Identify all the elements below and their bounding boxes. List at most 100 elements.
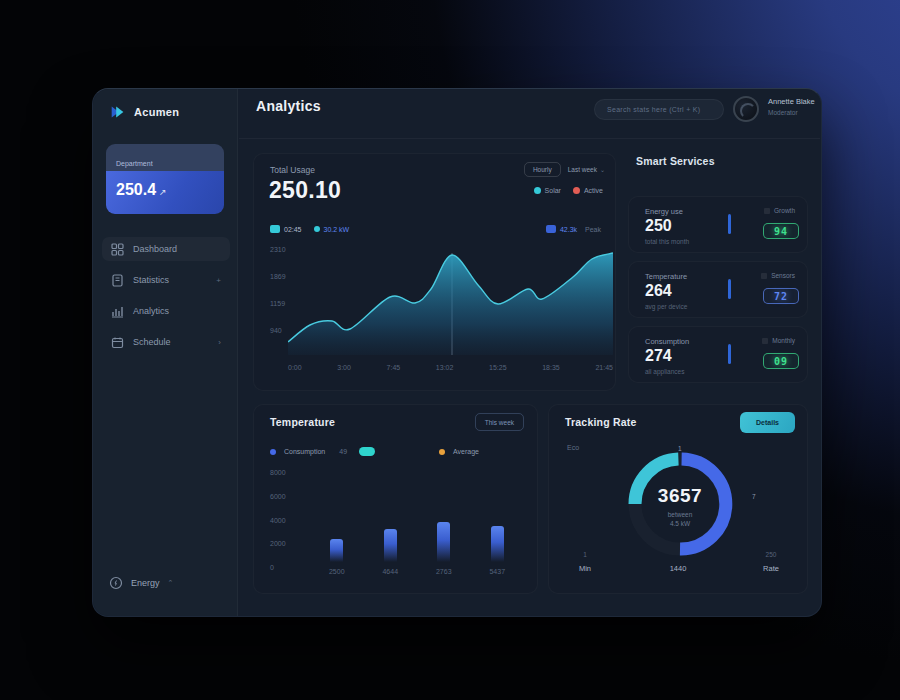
tick-bar — [728, 214, 731, 234]
gauge-tick-right: 7 — [752, 493, 756, 500]
temperature-chart-card: Temperature This week Consumption 49 Ave… — [253, 404, 538, 594]
usage-value: 250.10 — [269, 177, 341, 204]
sidebar-metric-value: 250.4 — [116, 181, 156, 199]
usage-chips-left: 02:45 30.2 kW — [270, 225, 349, 233]
bar-chart — [310, 475, 524, 562]
sidebar-metric-label: Department — [116, 160, 153, 167]
sidebar-item-statistics[interactable]: Statistics + — [102, 268, 230, 292]
avatar[interactable] — [733, 96, 759, 122]
sidebar-item-analytics[interactable]: Analytics — [102, 299, 230, 323]
page-title: Analytics — [256, 98, 321, 114]
sidebar-item-dashboard[interactable]: Dashboard — [102, 237, 230, 261]
tick-bar — [728, 279, 731, 299]
shield-icon — [109, 576, 123, 590]
tracking-title: Tracking Rate — [565, 416, 636, 428]
bar — [330, 539, 343, 562]
usage-legend: Solar Active — [534, 187, 603, 194]
tick-bar — [728, 344, 731, 364]
sidebar-item-label: Analytics — [133, 306, 169, 316]
sidebar-metric-card[interactable]: Department 250.4 ↗ — [106, 144, 224, 214]
chart-icon — [111, 305, 124, 318]
legend-item-active: Active — [573, 187, 603, 194]
bar — [491, 526, 504, 562]
usage-title: Total Usage — [270, 165, 315, 175]
usage-x-axis: 0:00 3:00 7:45 13:02 15:25 18:35 21:45 — [288, 364, 613, 371]
tracking-stat-mid: 1440 — [660, 551, 696, 573]
stat-tag: Monthly — [762, 337, 795, 344]
stat-tag: Growth — [764, 207, 795, 214]
tracking-stat-min: 1 Min — [567, 551, 603, 573]
chip-time[interactable]: 02:45 — [270, 225, 302, 233]
sidebar-item-label: Dashboard — [133, 244, 177, 254]
chevron-right-icon: › — [218, 338, 221, 347]
dashboard-panel: Acumen Department 250.4 ↗ Dashboard Stat… — [92, 88, 822, 617]
logo-icon — [109, 103, 127, 121]
tag-icon — [762, 338, 768, 344]
legend-dot — [270, 449, 276, 455]
tag-icon — [764, 208, 770, 214]
tracking-card: Tracking Rate Details Eco 1 7 3657 betwe… — [548, 404, 808, 594]
stat-badge: 72 — [763, 288, 799, 304]
user-info: Annette Blake Moderator — [768, 97, 815, 116]
stats-section-title: Smart Services — [636, 155, 715, 167]
chevron-icon: + — [216, 276, 221, 285]
user-name: Annette Blake — [768, 97, 815, 106]
stat-tag: Sensors — [761, 272, 795, 279]
donut-value: 3657 — [620, 485, 740, 507]
chip-power[interactable]: 30.2 kW — [314, 225, 350, 233]
bar — [384, 529, 397, 562]
bar — [437, 522, 450, 562]
toggle-switch[interactable] — [359, 447, 375, 456]
legend-dot — [439, 449, 445, 455]
chip-peak-value: 42.3k — [546, 225, 577, 233]
usage-chart-card: Total Usage 250.10 Hourly Last week ⌄ So… — [253, 153, 616, 391]
temperature-y-axis: 8000 6000 4000 2000 0 — [270, 469, 286, 571]
range-pill[interactable]: Hourly — [524, 162, 561, 177]
donut-center: 3657 between 4.5 kW — [620, 485, 740, 527]
legend-dot — [534, 187, 541, 194]
range-label: Last week — [568, 166, 597, 173]
logo: Acumen — [109, 103, 179, 121]
sidebar-item-label: Schedule — [133, 337, 171, 347]
range-select[interactable]: Last week ⌄ — [568, 166, 605, 173]
header-divider — [239, 138, 820, 139]
chip-dot — [314, 226, 320, 232]
area-chart — [288, 247, 613, 355]
chevron-up-icon: ⌃ — [168, 579, 174, 587]
chevron-down-icon: ⌄ — [600, 166, 605, 173]
legend-item-solar: Solar — [534, 187, 561, 194]
sidebar: Acumen Department 250.4 ↗ Dashboard Stat… — [93, 89, 238, 616]
stat-card-temperature[interactable]: Temperature 264 avg per device Sensors 7… — [628, 261, 808, 318]
doc-icon — [111, 274, 124, 287]
tag-icon — [761, 273, 767, 279]
tracking-stats: 1 Min 1440 250 Rate — [567, 551, 789, 573]
sidebar-item-label: Statistics — [133, 275, 169, 285]
legend-dot — [573, 187, 580, 194]
usage-chips-right: 42.3k Peak — [546, 225, 601, 233]
sidebar-item-label: Energy — [131, 578, 160, 588]
grid-icon — [111, 243, 124, 256]
sidebar-item-schedule[interactable]: Schedule › — [102, 330, 230, 354]
sidebar-item-energy[interactable]: Energy ⌃ — [109, 576, 173, 590]
stat-badge: 09 — [763, 353, 799, 369]
calendar-icon — [111, 336, 124, 349]
chip-label: Peak — [585, 226, 601, 233]
stat-badge: 94 — [763, 223, 799, 239]
trend-up-icon: ↗ — [159, 187, 167, 197]
tracking-stat-rate: 250 Rate — [753, 551, 789, 573]
chip-icon — [546, 225, 556, 233]
temperature-x-axis: 2500 4644 2763 5437 — [310, 568, 524, 575]
user-role: Moderator — [768, 109, 815, 116]
chip-icon — [270, 225, 280, 233]
week-filter-button[interactable]: This week — [475, 413, 524, 431]
stat-card-consumption[interactable]: Consumption 274 all appliances Monthly 0… — [628, 326, 808, 383]
search-placeholder: Search stats here (Ctrl + K) — [607, 106, 700, 113]
eco-label: Eco — [567, 444, 579, 451]
details-button[interactable]: Details — [740, 412, 795, 433]
stat-card-energy[interactable]: Energy use 250 total this month Growth 9… — [628, 196, 808, 253]
temperature-legend: Consumption 49 Average — [270, 447, 479, 456]
sidebar-nav: Dashboard Statistics + Analytics Schedul… — [102, 237, 230, 354]
usage-y-axis: 2310 1869 1159 940 — [270, 246, 286, 334]
search-input[interactable]: Search stats here (Ctrl + K) — [594, 99, 724, 120]
temperature-title: Temperature — [270, 416, 335, 428]
